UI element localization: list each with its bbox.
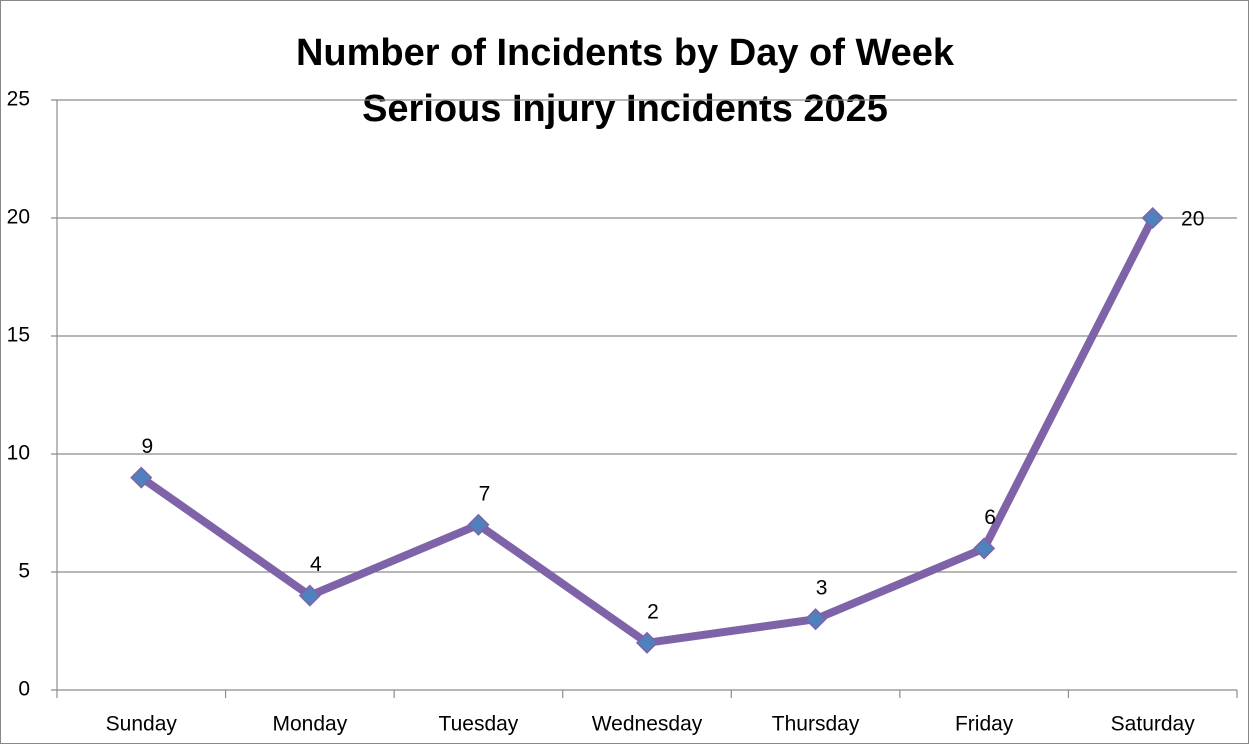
data-label: 6 bbox=[984, 506, 996, 529]
marker bbox=[467, 513, 490, 536]
marker bbox=[973, 537, 996, 560]
y-tick-label: 10 bbox=[7, 442, 30, 465]
x-tick-label: Tuesday bbox=[439, 713, 519, 736]
marker bbox=[298, 584, 321, 607]
y-tick-label: 5 bbox=[18, 560, 30, 583]
chart-subtitle: Serious Injury Incidents 2025 bbox=[362, 88, 888, 130]
x-tick-label: Monday bbox=[272, 713, 347, 736]
data-label: 3 bbox=[816, 577, 828, 600]
marker bbox=[1141, 206, 1164, 230]
y-tick-label: 15 bbox=[7, 324, 30, 347]
y-tick-label: 20 bbox=[7, 206, 30, 229]
data-label: 9 bbox=[141, 435, 153, 458]
marker bbox=[130, 466, 153, 489]
data-label: 2 bbox=[647, 600, 659, 623]
x-tick-label: Thursday bbox=[772, 713, 860, 736]
x-tick-label: Sunday bbox=[106, 713, 178, 736]
y-tick-label: 0 bbox=[18, 678, 30, 701]
x-tick-label: Wednesday bbox=[592, 713, 703, 736]
data-label: 20 bbox=[1181, 208, 1204, 231]
data-label: 4 bbox=[310, 553, 322, 576]
marker bbox=[635, 631, 659, 654]
chart-title: Number of Incidents by Day of Week bbox=[296, 32, 955, 74]
y-tick-label: 25 bbox=[7, 88, 30, 111]
data-label: 7 bbox=[479, 482, 491, 505]
marker bbox=[804, 608, 827, 631]
x-tick-label: Saturday bbox=[1111, 713, 1196, 736]
x-tick-label: Friday bbox=[955, 713, 1014, 736]
